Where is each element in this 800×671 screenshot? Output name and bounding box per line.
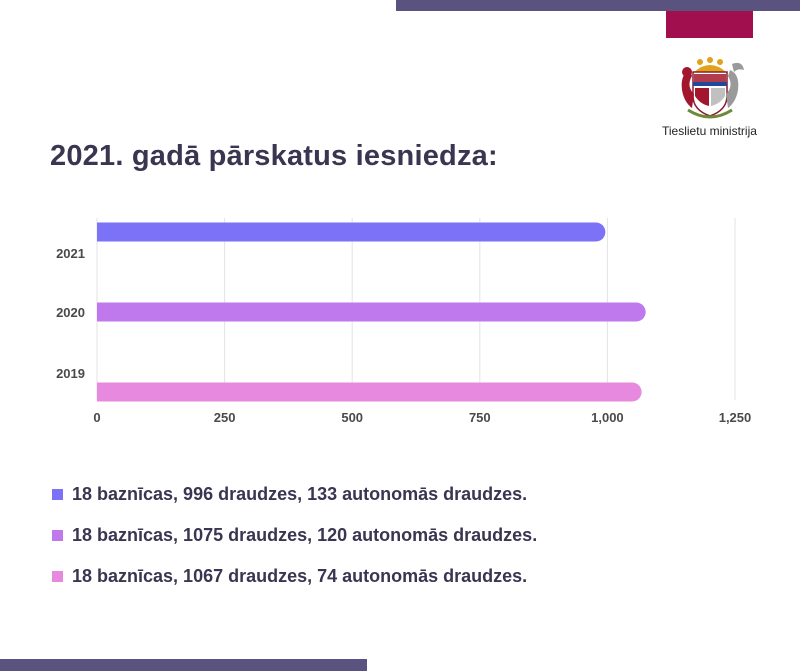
y-category-label: 2019 (56, 366, 85, 381)
legend-label: 18 baznīcas, 996 draudzes, 133 autonomās… (72, 484, 528, 504)
top-decorative-bar (396, 0, 800, 11)
legend-swatch (52, 530, 63, 541)
legend-label: 18 baznīcas, 1075 draudzes, 120 autonomā… (72, 525, 538, 545)
x-tick-label: 750 (469, 410, 491, 425)
coat-of-arms-logo (681, 57, 744, 119)
y-category-label: 2020 (56, 305, 85, 320)
legend-item-2020: 18 baznīcas, 1075 draudzes, 120 autonomā… (52, 515, 537, 556)
bar-2019 (97, 382, 642, 402)
legend-item-2021: 18 baznīcas, 996 draudzes, 133 autonomās… (52, 474, 537, 515)
x-tick-label: 250 (214, 410, 236, 425)
legend-label: 18 baznīcas, 1067 draudzes, 74 autonomās… (72, 566, 528, 586)
bar-2019-base (97, 382, 116, 402)
legend-swatch (52, 571, 63, 582)
x-tick-label: 500 (341, 410, 363, 425)
x-tick-label: 1,000 (591, 410, 624, 425)
x-tick-label: 1,250 (719, 410, 752, 425)
bar-2021 (97, 222, 606, 242)
bar-chart: 2021 2020 2019 0 250 500 750 1,000 1,250 (56, 218, 752, 425)
bar-2021-base (97, 222, 116, 242)
bar-2020 (97, 302, 646, 322)
legend: 18 baznīcas, 996 draudzes, 133 autonomās… (52, 474, 537, 597)
bottom-decorative-bar (0, 659, 367, 671)
ministry-name: Tieslietu ministrija (662, 124, 757, 138)
bar-2020-base (97, 302, 116, 322)
y-category-label: 2021 (56, 246, 85, 261)
legend-swatch (52, 489, 63, 500)
accent-block (666, 11, 753, 38)
x-tick-label: 0 (93, 410, 100, 425)
page-title: 2021. gadā pārskatus iesniedza: (50, 140, 498, 172)
legend-item-2019: 18 baznīcas, 1067 draudzes, 74 autonomās… (52, 556, 537, 597)
